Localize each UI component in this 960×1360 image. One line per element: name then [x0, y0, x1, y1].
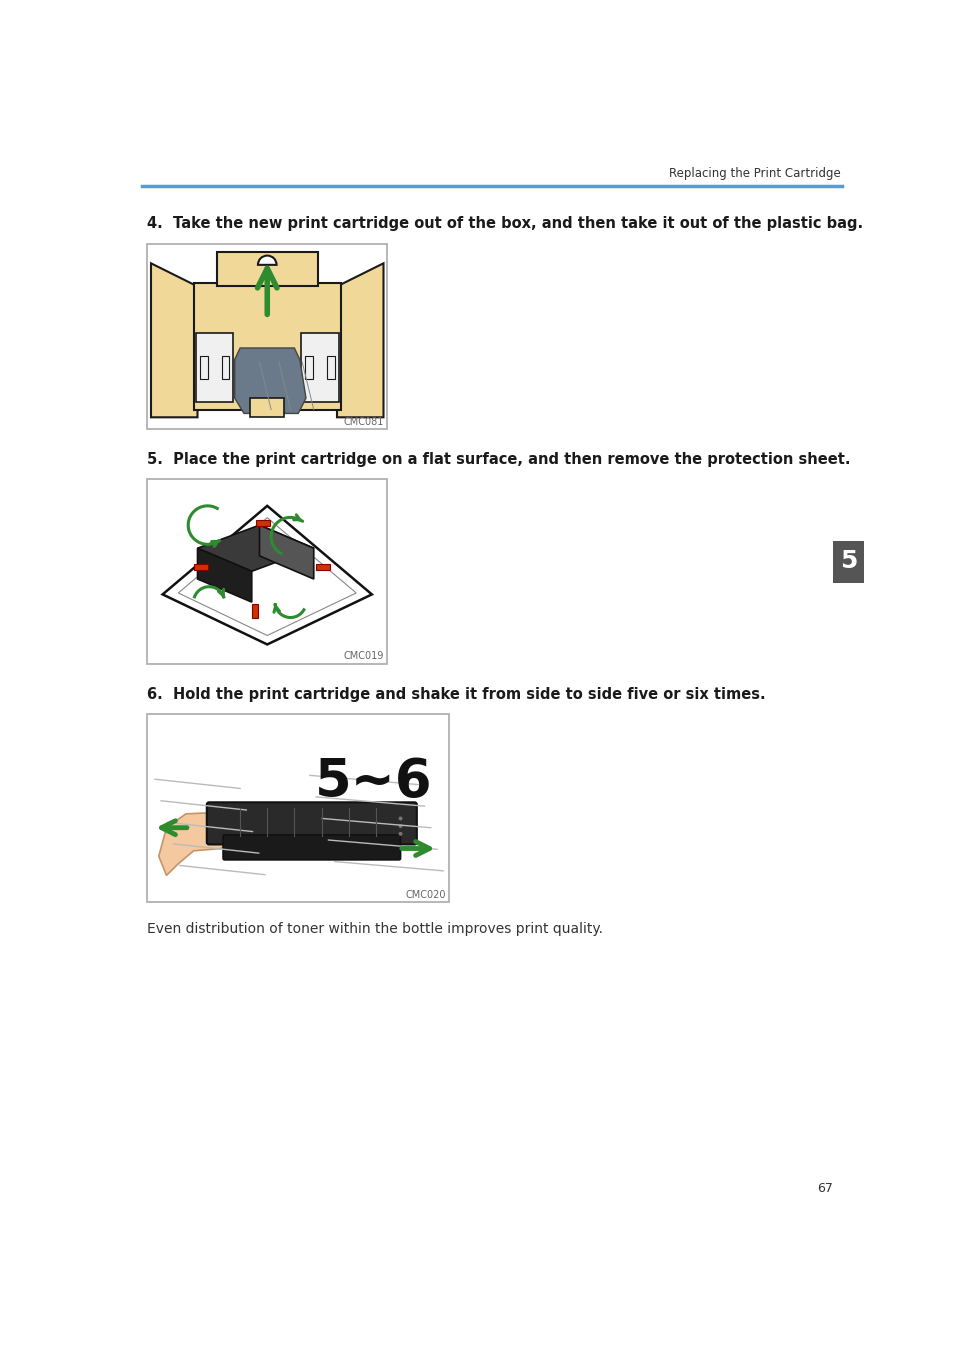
FancyBboxPatch shape: [251, 398, 284, 418]
FancyBboxPatch shape: [206, 802, 417, 845]
Text: CMC020: CMC020: [405, 889, 445, 900]
Polygon shape: [198, 548, 252, 602]
FancyBboxPatch shape: [316, 563, 330, 570]
FancyBboxPatch shape: [222, 356, 229, 379]
Polygon shape: [259, 525, 314, 579]
Text: CMC081: CMC081: [343, 416, 383, 427]
Polygon shape: [151, 264, 198, 418]
Polygon shape: [198, 525, 314, 571]
FancyBboxPatch shape: [147, 714, 449, 903]
FancyBboxPatch shape: [194, 283, 341, 409]
FancyBboxPatch shape: [217, 252, 318, 287]
FancyBboxPatch shape: [147, 479, 388, 664]
Text: Even distribution of toner within the bottle improves print quality.: Even distribution of toner within the bo…: [147, 922, 603, 936]
FancyBboxPatch shape: [147, 243, 388, 428]
Text: 5: 5: [840, 549, 857, 574]
FancyBboxPatch shape: [301, 333, 339, 403]
Polygon shape: [234, 348, 306, 413]
FancyBboxPatch shape: [305, 356, 313, 379]
Text: 4.  Take the new print cartridge out of the box, and then take it out of the pla: 4. Take the new print cartridge out of t…: [147, 215, 863, 231]
Polygon shape: [337, 264, 383, 418]
Polygon shape: [162, 506, 372, 645]
FancyBboxPatch shape: [833, 540, 864, 583]
FancyBboxPatch shape: [327, 356, 335, 379]
FancyBboxPatch shape: [196, 333, 233, 403]
Circle shape: [398, 832, 402, 836]
Text: CMC019: CMC019: [343, 651, 383, 661]
Text: 6.  Hold the print cartridge and shake it from side to side five or six times.: 6. Hold the print cartridge and shake it…: [147, 687, 766, 702]
FancyBboxPatch shape: [223, 835, 400, 860]
FancyBboxPatch shape: [200, 356, 207, 379]
FancyBboxPatch shape: [194, 563, 207, 570]
Text: 67: 67: [817, 1182, 833, 1195]
Text: 5.  Place the print cartridge on a flat surface, and then remove the protection : 5. Place the print cartridge on a flat s…: [147, 452, 851, 466]
Circle shape: [398, 824, 402, 828]
FancyBboxPatch shape: [255, 520, 270, 526]
FancyBboxPatch shape: [252, 604, 258, 619]
Circle shape: [398, 816, 402, 820]
Text: Replacing the Print Cartridge: Replacing the Print Cartridge: [669, 167, 841, 180]
Polygon shape: [158, 812, 236, 876]
Wedge shape: [258, 256, 276, 265]
Text: 5~6: 5~6: [315, 756, 433, 808]
